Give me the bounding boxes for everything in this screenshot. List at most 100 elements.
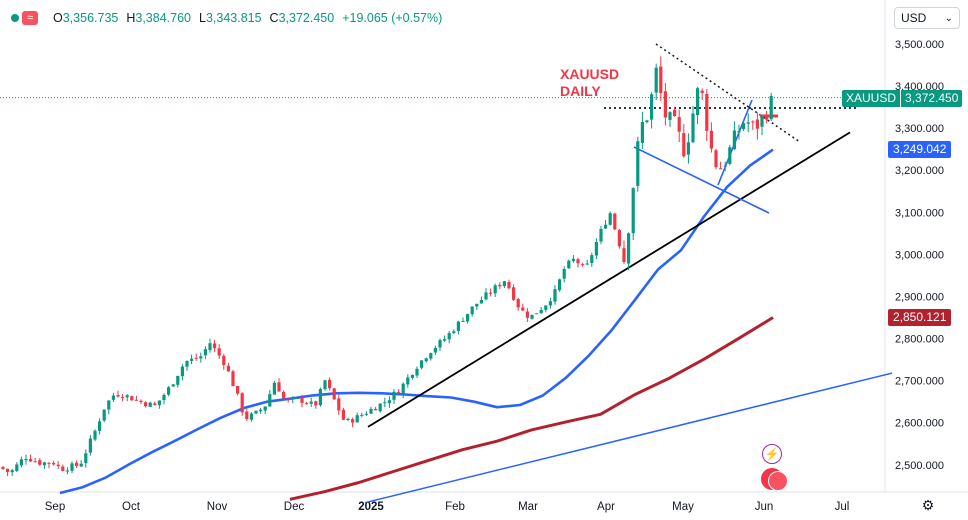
candle-body	[282, 392, 286, 399]
candle-body	[249, 413, 253, 420]
candle-body	[599, 229, 603, 242]
y-tick-label: 3,100.000	[895, 207, 944, 219]
candle-body	[98, 421, 102, 431]
candle-body	[162, 394, 166, 400]
candle-body	[498, 284, 502, 287]
candle-body	[314, 401, 318, 406]
ma-slow-line	[289, 316, 774, 501]
candle-body	[493, 285, 497, 294]
y-tick-label: 2,500.000	[895, 460, 944, 472]
candle-body	[548, 301, 552, 306]
candle-body	[521, 307, 525, 311]
candle-body	[139, 400, 143, 402]
candle-body	[286, 398, 290, 400]
candle-body	[374, 409, 378, 411]
candle-body	[484, 292, 488, 300]
chevron-down-icon: ⌄	[944, 12, 953, 24]
candle-body	[760, 116, 764, 127]
candle-body	[107, 400, 111, 410]
candle-body	[452, 331, 456, 333]
x-tick-label: May	[672, 501, 694, 513]
candle-body	[640, 122, 644, 143]
candle-body	[277, 382, 281, 392]
x-tick-label: Jul	[835, 501, 850, 513]
candle-body	[10, 470, 14, 473]
y-tick-label: 2,800.000	[895, 334, 944, 346]
y-tick-label: 2,700.000	[895, 376, 944, 388]
candle-body	[673, 109, 677, 116]
candle-body	[728, 147, 732, 164]
currency-select[interactable]: USD ⌄	[894, 7, 960, 29]
candle-body	[645, 120, 649, 123]
candle-body	[309, 401, 313, 404]
candle-body	[360, 414, 364, 416]
candle-body	[332, 388, 336, 400]
candle-body	[424, 358, 428, 362]
x-tick-label: 2025	[358, 501, 384, 513]
candle-body	[535, 313, 539, 315]
candle-body	[590, 255, 594, 263]
x-tick-label: Jun	[755, 501, 774, 513]
candle-body	[617, 230, 621, 247]
candle-body	[47, 462, 51, 464]
market-status-icon	[11, 14, 19, 22]
candle-body	[470, 306, 474, 315]
candle-body	[259, 409, 263, 412]
settings-gear-icon[interactable]: ⚙	[921, 497, 935, 513]
high-value: 3,384.760	[135, 11, 191, 25]
candle-body	[29, 459, 33, 462]
candle-body	[272, 382, 276, 395]
candle-body	[148, 402, 152, 407]
candle-body	[663, 91, 667, 118]
ma-slow-tag: 2,850.121	[888, 309, 952, 326]
candle-body	[387, 400, 391, 404]
x-tick-label: Mar	[518, 501, 538, 513]
candle-body	[222, 355, 226, 366]
currency-label: USD	[901, 11, 927, 25]
us-flag-icon[interactable]	[768, 471, 788, 491]
candle-body	[461, 321, 465, 322]
candle-body	[328, 379, 332, 389]
ma-fast-tag: 3,249.042	[888, 141, 952, 158]
candle-body	[622, 248, 626, 262]
candle-body	[755, 119, 759, 129]
open-label: O	[53, 11, 63, 25]
candle-body	[553, 289, 557, 302]
candle-body	[130, 396, 134, 401]
candle-body	[668, 112, 672, 120]
candle-body	[581, 264, 585, 266]
high-label: H	[126, 11, 136, 25]
candle-body	[167, 387, 171, 395]
candle-body	[502, 281, 506, 286]
symbol-badge[interactable]: ≈	[6, 9, 43, 27]
candle-body	[636, 141, 640, 186]
chart-annotation[interactable]: XAUUSD DAILY	[560, 66, 619, 100]
indicator-wave-icon[interactable]: ≈	[22, 11, 38, 25]
x-tick-label: Nov	[207, 501, 228, 513]
open-value: 3,356.735	[62, 11, 119, 25]
resistance-dotted-line	[655, 43, 801, 143]
candle-body	[203, 349, 207, 356]
candle-body	[351, 419, 355, 423]
candle-body	[530, 314, 534, 319]
candle-body	[1, 466, 5, 469]
candle-body	[19, 459, 23, 466]
candle-body	[433, 347, 437, 353]
candle-body	[659, 66, 663, 94]
candle-body	[392, 391, 396, 400]
candle-body	[305, 403, 309, 405]
candle-body	[300, 397, 304, 403]
candle-body	[401, 383, 405, 394]
candle-body	[406, 377, 410, 385]
candle-body	[346, 418, 350, 420]
candle-body	[33, 461, 37, 463]
candle-body	[65, 470, 69, 472]
y-tick-label: 3,300.000	[895, 123, 944, 135]
candle-body	[70, 463, 74, 471]
candle-body	[742, 123, 746, 130]
candle-body	[291, 398, 295, 399]
lightning-event-icon[interactable]: ⚡	[762, 444, 782, 464]
candle-body	[245, 411, 249, 420]
close-label: C	[269, 11, 279, 25]
